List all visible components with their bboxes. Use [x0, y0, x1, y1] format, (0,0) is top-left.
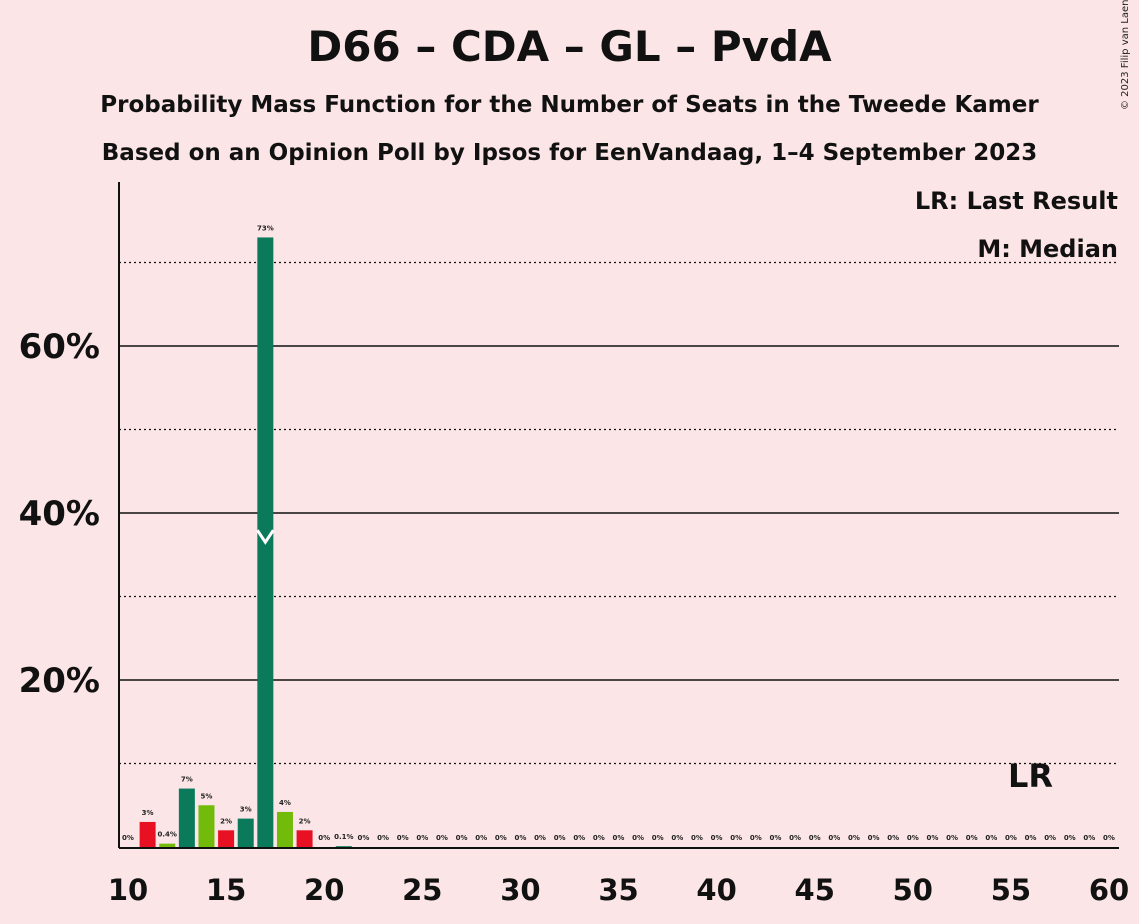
bar-seat-13 [178, 788, 195, 847]
data-label-seat-57: 0% [1044, 834, 1056, 842]
x-tick-label: 15 [206, 873, 246, 907]
x-tick-label: 50 [893, 873, 933, 907]
data-label-seat-44: 0% [789, 834, 801, 842]
x-tick-label: 20 [304, 873, 344, 907]
legend-last-result: LR: Last Result [915, 187, 1118, 215]
data-label-seat-54: 0% [985, 834, 997, 842]
data-label-seat-51: 0% [926, 834, 938, 842]
data-label-seat-45: 0% [809, 834, 821, 842]
data-label-seat-18: 4% [279, 799, 291, 807]
data-label-seat-40: 0% [711, 834, 723, 842]
data-labels: 0% 3% 0.4% 7% 5% 2% 3% 73% 4% 2% 0% 0.1% 0% 0% 0% 0% 0% 0… [122, 224, 1115, 842]
x-tick-label: 55 [991, 873, 1031, 907]
legend-median: M: Median [977, 235, 1118, 263]
data-label-seat-35: 0% [613, 834, 625, 842]
data-label-seat-33: 0% [573, 834, 585, 842]
bars [139, 237, 352, 847]
data-label-seat-60: 0% [1103, 834, 1115, 842]
median-marker [256, 529, 275, 545]
bar-seat-21 [335, 846, 352, 847]
y-axis-ticks: 20% 40% 60% [19, 327, 100, 701]
gridlines [119, 261, 1119, 765]
chart-subtitle: Probability Mass Function for the Number… [100, 92, 1039, 118]
data-label-seat-27: 0% [456, 834, 468, 842]
data-label-seat-46: 0% [828, 834, 840, 842]
data-label-seat-26: 0% [436, 834, 448, 842]
data-label-seat-36: 0% [632, 834, 644, 842]
data-label-seat-30: 0% [514, 834, 526, 842]
data-label-seat-59: 0% [1083, 834, 1095, 842]
axes [118, 182, 1119, 849]
data-label-seat-13: 7% [181, 776, 193, 784]
data-label-seat-47: 0% [848, 834, 860, 842]
data-label-seat-10: 0% [122, 834, 134, 842]
x-tick-label: 45 [795, 873, 835, 907]
y-tick-label: 20% [19, 661, 100, 701]
data-label-seat-12: 0.4% [158, 831, 177, 839]
data-label-seat-58: 0% [1064, 834, 1076, 842]
x-axis-ticks: 10 15 20 25 30 35 40 45 50 55 60 [108, 873, 1129, 907]
data-label-seat-55: 0% [1005, 834, 1017, 842]
data-label-seat-17: 73% [257, 224, 274, 232]
data-label-seat-15: 2% [220, 817, 232, 825]
bar-seat-12 [159, 843, 176, 847]
last-result-marker: LR [1008, 757, 1053, 795]
data-label-seat-29: 0% [495, 834, 507, 842]
data-label-seat-52: 0% [946, 834, 958, 842]
x-tick-label: 10 [108, 873, 148, 907]
data-label-seat-32: 0% [554, 834, 566, 842]
bar-seat-16 [237, 818, 254, 847]
data-label-seat-50: 0% [907, 834, 919, 842]
data-label-seat-21: 0.1% [334, 833, 353, 841]
data-label-seat-38: 0% [671, 834, 683, 842]
data-label-seat-43: 0% [770, 834, 782, 842]
data-label-seat-39: 0% [691, 834, 703, 842]
bar-seat-15 [218, 830, 235, 847]
chart-subtitle-source: Based on an Opinion Poll by Ipsos for Ee… [101, 140, 1038, 166]
data-label-seat-14: 5% [201, 792, 213, 800]
data-label-seat-28: 0% [475, 834, 487, 842]
x-tick-label: 40 [696, 873, 736, 907]
data-label-seat-19: 2% [299, 817, 311, 825]
data-label-seat-25: 0% [416, 834, 428, 842]
data-label-seat-48: 0% [868, 834, 880, 842]
data-label-seat-23: 0% [377, 834, 389, 842]
data-label-seat-37: 0% [652, 834, 664, 842]
data-label-seat-41: 0% [730, 834, 742, 842]
data-label-seat-53: 0% [966, 834, 978, 842]
x-tick-label: 25 [402, 873, 442, 907]
data-label-seat-20: 0% [318, 834, 330, 842]
data-label-seat-16: 3% [240, 806, 252, 814]
bar-seat-19 [296, 830, 313, 847]
x-tick-label: 35 [598, 873, 638, 907]
chart-title: D66 – CDA – GL – PvdA [307, 22, 832, 71]
data-label-seat-42: 0% [750, 834, 762, 842]
data-label-seat-22: 0% [357, 834, 369, 842]
data-label-seat-31: 0% [534, 834, 546, 842]
data-label-seat-49: 0% [887, 834, 899, 842]
bar-seat-18 [276, 811, 293, 847]
bar-seat-14 [198, 805, 215, 847]
bar-seat-11 [139, 821, 156, 847]
x-tick-label: 60 [1089, 873, 1129, 907]
data-label-seat-56: 0% [1025, 834, 1037, 842]
y-tick-label: 40% [19, 494, 100, 534]
y-tick-label: 60% [19, 327, 100, 367]
data-label-seat-11: 3% [142, 809, 154, 817]
data-label-seat-34: 0% [593, 834, 605, 842]
data-label-seat-24: 0% [397, 834, 409, 842]
x-tick-label: 30 [500, 873, 540, 907]
markers: LR [256, 529, 1053, 795]
